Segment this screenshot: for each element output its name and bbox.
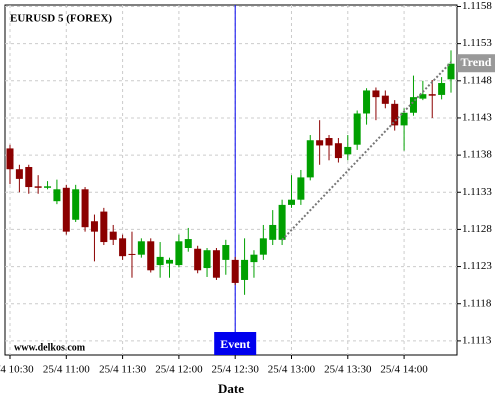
candle-body: [363, 90, 371, 114]
candle-body: [62, 187, 70, 232]
candle-body: [372, 90, 380, 98]
candle-body: [381, 95, 389, 104]
y-tick-label: 1.1128: [462, 223, 492, 235]
candle-body: [81, 189, 89, 228]
candle-body: [100, 211, 108, 243]
candle-body: [306, 140, 314, 178]
candle-body: [44, 186, 52, 188]
candle-body: [400, 112, 408, 126]
candle-body: [428, 94, 436, 96]
candle-body: [6, 148, 14, 170]
candle-body: [409, 97, 417, 113]
x-tick-label: 25/4 11:00: [43, 364, 90, 376]
candle-body: [184, 239, 192, 248]
candle-body: [269, 224, 277, 240]
x-axis-label: Date: [218, 381, 244, 396]
candle-body: [119, 238, 127, 257]
candle-body: [156, 256, 164, 266]
watermark: www.delkos.com: [14, 342, 86, 353]
candle-body: [334, 143, 342, 159]
candle-body: [241, 259, 249, 280]
x-tick-label: 25/4 13:00: [268, 364, 316, 376]
candle-body: [353, 113, 361, 145]
candle-body: [109, 231, 117, 240]
candle-body: [297, 177, 305, 200]
y-tick-label: 1.1138: [462, 149, 492, 161]
trend-line: [281, 61, 452, 241]
candle-body: [34, 186, 42, 188]
y-tick-label: 1.1158: [462, 0, 492, 12]
candle-body: [128, 253, 136, 255]
candle-body: [15, 169, 23, 179]
candle-body: [203, 250, 211, 269]
candle-body: [447, 63, 455, 80]
y-tick-label: 1.1113: [462, 334, 492, 346]
x-tick-label: 25/4 14:00: [380, 364, 428, 376]
candle-body: [438, 83, 446, 95]
x-tick-label: 25/4 12:00: [155, 364, 203, 376]
candle-body: [166, 259, 174, 264]
y-tick-label: 1.1133: [462, 186, 492, 198]
candle-body: [25, 166, 33, 188]
candle-body: [90, 221, 98, 232]
event-label-box: [214, 332, 257, 355]
candle-body: [72, 189, 80, 220]
chart-title: EURUSD 5 (FOREX): [10, 13, 112, 25]
candle-body: [147, 241, 155, 271]
y-tick-label: 1.1148: [462, 74, 492, 86]
candle-body: [316, 140, 324, 146]
candle-body: [419, 94, 427, 99]
candle-body: [325, 138, 333, 146]
candle-body: [231, 259, 239, 283]
x-tick-label: 25/4 12:30: [212, 364, 260, 376]
x-tick-label: 25/4 13:30: [324, 364, 372, 376]
candle-body: [175, 241, 183, 266]
candle-body: [194, 248, 202, 271]
candle-body: [137, 241, 145, 255]
candle-body: [250, 254, 258, 263]
candle-body: [259, 238, 267, 255]
event-label: Event: [220, 337, 250, 351]
candle-body: [212, 250, 220, 278]
candle-body: [278, 204, 286, 240]
candle-body: [287, 199, 295, 205]
candle-body: [222, 245, 230, 260]
candle-body: [344, 146, 352, 155]
x-tick-label: 25/4 11:30: [99, 364, 146, 376]
y-tick-label: 1.1143: [462, 111, 492, 123]
candle-body: [53, 189, 61, 202]
trend-label: Trend: [461, 55, 492, 69]
y-tick-label: 1.1118: [462, 297, 492, 309]
candle-body: [391, 103, 399, 126]
x-tick-label: 25/4 10:30: [0, 364, 34, 376]
y-tick-label: 1.1123: [462, 260, 492, 272]
trend-label-box: [457, 54, 495, 73]
y-tick-label: 1.1153: [462, 37, 492, 49]
